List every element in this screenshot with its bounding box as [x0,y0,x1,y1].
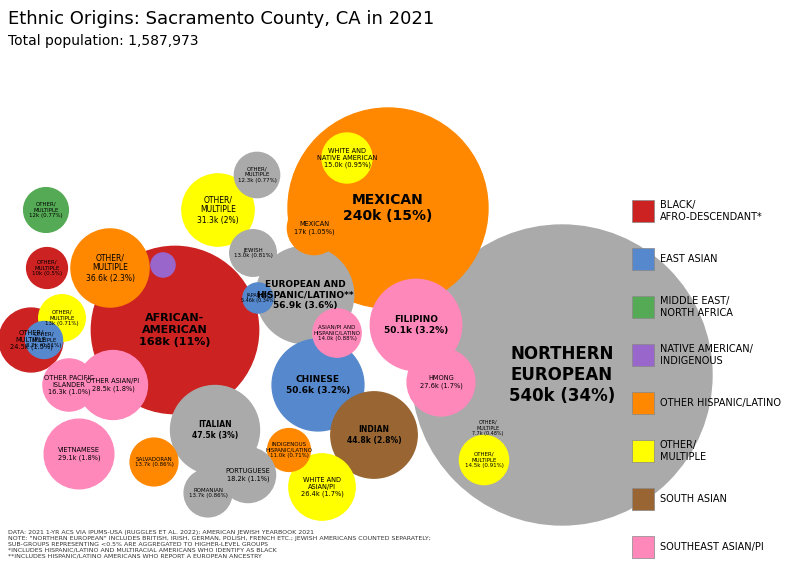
Circle shape [230,230,276,276]
Bar [632,536,654,558]
Circle shape [370,279,462,371]
Circle shape [130,438,178,486]
Circle shape [234,152,280,198]
Bar [632,488,654,510]
Text: AFRICAN-
AMERICAN
168k (11%): AFRICAN- AMERICAN 168k (11%) [139,313,210,347]
Text: VIETNAMESE
29.1k (1.8%): VIETNAMESE 29.1k (1.8%) [58,447,100,461]
Text: SALVADORAN
13.7k (0.86%): SALVADORAN 13.7k (0.86%) [134,457,174,468]
Circle shape [272,339,364,431]
Circle shape [221,448,275,502]
Text: FILIPINO
50.1k (3.2%): FILIPINO 50.1k (3.2%) [384,315,448,335]
Text: OTHER/
MULTIPLE
10k (0.5%): OTHER/ MULTIPLE 10k (0.5%) [32,260,62,276]
Text: OTHER/
MULTIPLE
24.5k (1.5%): OTHER/ MULTIPLE 24.5k (1.5%) [10,329,53,350]
Text: OTHER/
MULTIPLE
36.6k (2.3%): OTHER/ MULTIPLE 36.6k (2.3%) [86,253,134,283]
Circle shape [243,283,273,313]
Text: OTHER/
MULTIPLE
13k (0.71%): OTHER/ MULTIPLE 13k (0.71%) [45,309,79,326]
Circle shape [24,188,68,232]
Text: ASIAN/PI AND
HISPANIC/LATINO
14.0k (0.88%): ASIAN/PI AND HISPANIC/LATINO 14.0k (0.88… [314,325,361,341]
Circle shape [26,321,62,359]
Text: EUROPEAN AND
HISPANIC/LATINO**
56.9k (3.6%): EUROPEAN AND HISPANIC/LATINO** 56.9k (3.… [256,280,354,310]
Text: PORTUGUESE
18.2k (1.1%): PORTUGUESE 18.2k (1.1%) [226,468,270,482]
Circle shape [459,436,509,485]
Circle shape [91,246,258,413]
Text: OTHER/
MULTIPLE
12k (0.77%): OTHER/ MULTIPLE 12k (0.77%) [29,202,63,218]
Text: ITALIAN
47.5k (3%): ITALIAN 47.5k (3%) [192,420,238,440]
Circle shape [26,248,67,288]
Text: HMONG
27.6k (1.7%): HMONG 27.6k (1.7%) [419,375,462,389]
Circle shape [289,454,355,520]
Bar [632,392,654,414]
Bar [632,200,654,222]
Text: INDIGENOUS
HISPANIC/LATINO
11.0k (0.71%): INDIGENOUS HISPANIC/LATINO 11.0k (0.71%) [266,442,313,459]
Text: INDIAN
44.8k (2.8%): INDIAN 44.8k (2.8%) [346,425,402,445]
Circle shape [71,229,149,307]
Circle shape [288,108,488,308]
Text: EAST ASIAN: EAST ASIAN [660,254,718,264]
Circle shape [407,348,475,416]
Text: MIDDLE EAST/
NORTH AFRICA: MIDDLE EAST/ NORTH AFRICA [660,296,733,318]
Text: OTHER PACIFIC
ISLANDER
16.3k (1.0%): OTHER PACIFIC ISLANDER 16.3k (1.0%) [44,375,94,395]
Bar [632,440,654,462]
Text: WHITE AND
NATIVE AMERICAN
15.0k (0.95%): WHITE AND NATIVE AMERICAN 15.0k (0.95%) [317,148,377,168]
Text: OTHER/
MULTIPLE: OTHER/ MULTIPLE [660,440,706,462]
Text: JAPANESE
5.46k (0.34%): JAPANESE 5.46k (0.34%) [241,292,275,303]
Text: MEXICAN
240k (15%): MEXICAN 240k (15%) [343,193,433,223]
Text: OTHER/
MULTIPLE
8.2k (0.51%): OTHER/ MULTIPLE 8.2k (0.51%) [26,332,62,348]
Text: NORTHERN
EUROPEAN
540k (34%): NORTHERN EUROPEAN 540k (34%) [509,345,615,405]
Circle shape [330,392,418,478]
Text: SOUTH ASIAN: SOUTH ASIAN [660,494,727,504]
Text: OTHER HISPANIC/LATINO: OTHER HISPANIC/LATINO [660,398,781,408]
Bar [632,344,654,366]
Circle shape [412,225,712,525]
Text: ROMANIAN
13.7k (0.86%): ROMANIAN 13.7k (0.86%) [189,488,227,498]
Circle shape [44,419,114,489]
Text: WHITE AND
ASIAN/PI
26.4k (1.7%): WHITE AND ASIAN/PI 26.4k (1.7%) [301,477,343,497]
Text: OTHER/
MULTIPLE
7.7k (0.48%): OTHER/ MULTIPLE 7.7k (0.48%) [472,420,504,436]
Circle shape [287,202,341,255]
Text: OTHER/
MULTIPLE
12.3k (0.77%): OTHER/ MULTIPLE 12.3k (0.77%) [238,167,277,183]
Text: Ethnic Origins: Sacramento County, CA in 2021: Ethnic Origins: Sacramento County, CA in… [8,10,434,28]
Bar [632,248,654,270]
Text: BLACK/
AFRO-DESCENDANT*: BLACK/ AFRO-DESCENDANT* [660,200,762,222]
Circle shape [184,469,232,517]
Circle shape [256,246,354,344]
Text: OTHER/
MULTIPLE
31.3k (2%): OTHER/ MULTIPLE 31.3k (2%) [197,195,239,225]
Circle shape [313,309,361,357]
Text: MEXICAN
17k (1.05%): MEXICAN 17k (1.05%) [294,221,334,235]
Circle shape [182,174,254,246]
Text: Total population: 1,587,973: Total population: 1,587,973 [8,34,198,48]
Circle shape [170,385,259,475]
Circle shape [78,351,147,420]
Circle shape [322,133,372,183]
Text: DATA: 2021 1-YR ACS VIA IPUMS-USA (RUGGLES ET AL. 2022); AMERICAN JEWISH YEARBOO: DATA: 2021 1-YR ACS VIA IPUMS-USA (RUGGL… [8,530,431,558]
Circle shape [267,429,310,472]
Text: NATIVE AMERICAN/
INDIGENOUS: NATIVE AMERICAN/ INDIGENOUS [660,344,753,366]
Circle shape [470,410,506,446]
Text: OTHER ASIAN/PI
28.5k (1.8%): OTHER ASIAN/PI 28.5k (1.8%) [86,378,139,392]
Circle shape [38,295,86,341]
Circle shape [151,253,175,277]
Text: SOUTHEAST ASIAN/PI: SOUTHEAST ASIAN/PI [660,542,764,552]
Circle shape [0,308,63,372]
Text: CHINESE
50.6k (3.2%): CHINESE 50.6k (3.2%) [286,375,350,395]
Text: OTHER/
MULTIPLE
14.5k (0.91%): OTHER/ MULTIPLE 14.5k (0.91%) [465,452,503,468]
Text: JEWISH
13.0k (0.81%): JEWISH 13.0k (0.81%) [234,248,273,259]
Circle shape [43,359,95,411]
Bar [632,296,654,318]
